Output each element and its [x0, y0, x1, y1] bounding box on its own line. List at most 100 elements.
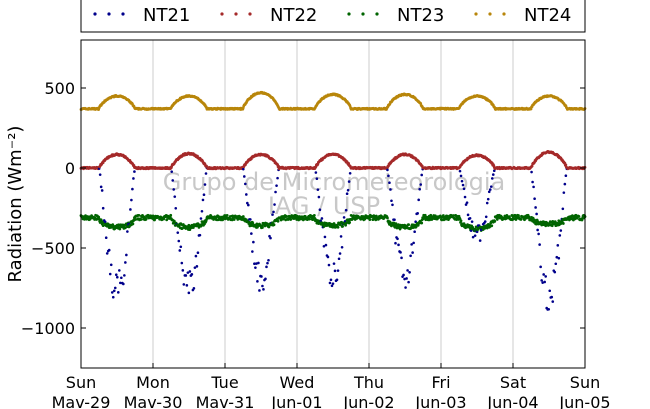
nt21-point — [179, 245, 183, 249]
legend: NT21 NT22 NT23 NT24 — [93, 5, 571, 26]
nt21-point — [399, 251, 402, 254]
nt23-point — [441, 214, 445, 217]
nt21-point — [120, 276, 123, 280]
nt23-point — [165, 218, 169, 222]
nt21-point — [396, 237, 399, 241]
nt23-point — [414, 225, 418, 229]
x-tick-weekday: Sat — [500, 373, 526, 392]
nt21-point — [188, 270, 192, 273]
nt21-point — [123, 274, 126, 277]
nt21-point — [320, 217, 324, 220]
x-tick-date: Jun-03 — [414, 393, 466, 409]
nt21-point — [491, 173, 495, 176]
legend-box — [80, 0, 586, 33]
x-tick-weekday: Thu — [353, 373, 384, 392]
nt21-point — [485, 201, 489, 205]
nt21-point — [550, 295, 554, 299]
nt23-point — [341, 224, 344, 228]
nt21-point — [274, 190, 277, 194]
nt21-point — [329, 278, 333, 282]
nt21-point — [559, 229, 563, 232]
nt21-point — [171, 179, 175, 182]
nt21-point — [271, 213, 274, 216]
nt23-point — [137, 214, 141, 217]
nt21-point — [558, 234, 562, 237]
nt21-point — [315, 177, 319, 181]
nt21-point — [542, 273, 545, 276]
nt21-point — [264, 277, 267, 281]
nt21-point — [201, 198, 205, 202]
nt23-point — [474, 225, 478, 229]
nt21-point — [348, 171, 352, 175]
nt21-point — [130, 198, 133, 202]
nt21-point — [414, 220, 417, 224]
nt21-point — [460, 179, 464, 183]
nt21-point — [342, 216, 346, 219]
nt21-point — [490, 177, 494, 180]
nt21-point — [272, 210, 275, 214]
nt21-point — [328, 281, 332, 285]
nt21-point — [391, 203, 394, 207]
nt21-point — [471, 235, 475, 239]
nt23-point — [386, 216, 389, 220]
nt21-point — [402, 273, 405, 277]
nt21-point — [551, 300, 555, 303]
nt21-point — [105, 252, 109, 255]
nt21-point — [478, 239, 482, 242]
nt21-point — [265, 265, 268, 269]
nt23-point — [169, 213, 173, 217]
nt21-point — [543, 280, 546, 284]
x-tick-date: Jun-04 — [486, 393, 538, 409]
nt21-point — [406, 269, 409, 272]
nt21-point — [459, 174, 463, 178]
nt21-point — [484, 215, 488, 219]
nt21-point — [118, 269, 121, 272]
nt21-point — [486, 197, 490, 201]
nt23-point — [527, 215, 531, 219]
nt21-point — [187, 291, 191, 295]
legend-marker — [347, 12, 351, 16]
plot-frame — [80, 39, 586, 369]
nt21-point — [407, 280, 410, 284]
nt21-point — [409, 254, 412, 258]
nt21-point — [178, 249, 182, 252]
nt21-point — [195, 265, 199, 268]
nt23-point — [307, 217, 311, 221]
nt21-point — [125, 253, 128, 257]
nt21-point — [252, 240, 255, 244]
y-tick-label: 0 — [65, 159, 75, 178]
nt21-point — [419, 183, 422, 186]
nt23-point — [444, 217, 448, 221]
y-tick-label: −1000 — [21, 319, 75, 338]
nt21-point — [397, 243, 400, 247]
x-tick-weekday: Tue — [210, 373, 238, 392]
y-tick-label: 500 — [44, 79, 75, 98]
nt23-point — [139, 218, 143, 221]
nt21-point — [416, 212, 419, 215]
nt21-point — [108, 272, 112, 276]
nt21-point — [387, 174, 390, 178]
legend-marker — [107, 12, 111, 16]
nt21-point — [184, 274, 188, 277]
nt21-point — [533, 197, 536, 200]
nt21-point — [345, 192, 349, 195]
nt21-point — [257, 261, 260, 265]
x-tick-weekday: Wed — [280, 373, 315, 392]
nt23-point — [232, 218, 236, 221]
nt21-point — [314, 171, 318, 174]
nt21-point — [244, 182, 247, 186]
nt21-point — [338, 252, 342, 255]
x-tick-date: Mav-30 — [124, 393, 183, 409]
nt21-point — [468, 216, 472, 220]
nt21-point — [194, 254, 198, 258]
legend-marker — [361, 12, 365, 16]
nt21-point — [266, 261, 269, 265]
legend-label: NT24 — [524, 5, 571, 26]
nt23-point — [389, 221, 392, 225]
nt21-point — [564, 174, 568, 178]
legend-marker — [474, 12, 478, 16]
x-tick-weekday: Sun — [66, 373, 96, 392]
nt23-point — [311, 218, 315, 222]
nt21-point — [541, 281, 544, 284]
